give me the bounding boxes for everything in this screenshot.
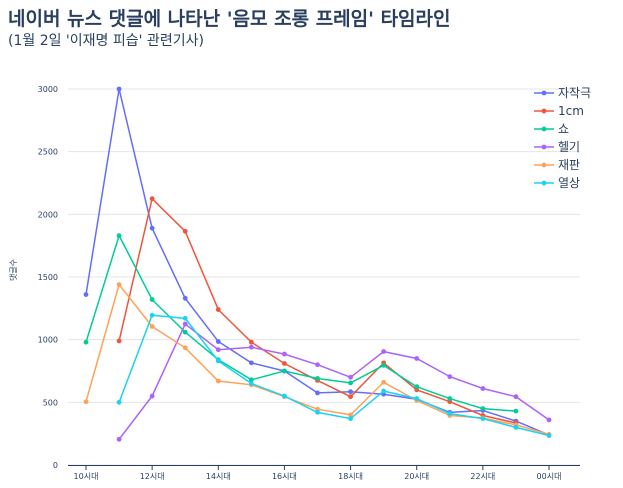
data-point: [149, 393, 155, 399]
data-point: [149, 324, 155, 329]
data-point: [513, 408, 519, 414]
y-tick-label: 3000: [38, 85, 58, 94]
data-point: [282, 361, 287, 366]
data-point: [182, 295, 188, 301]
data-point: [381, 379, 387, 385]
data-point: [215, 378, 221, 384]
legend-swatch-marker: [541, 108, 547, 114]
data-point: [513, 394, 519, 400]
chart-title: 네이버 뉴스 댓글에 나타난 '음모 조롱 프레임' 타임라인: [8, 8, 451, 30]
data-point: [83, 292, 89, 297]
series-line: [85, 88, 550, 436]
y-tick-label: 2500: [38, 148, 58, 157]
y-tick-label: 1000: [38, 336, 58, 345]
data-point: [546, 433, 552, 438]
data-point: [182, 345, 188, 351]
data-point: [447, 374, 453, 380]
legend-swatch-marker: [541, 162, 547, 168]
data-point: [381, 388, 387, 394]
data-point: [149, 196, 155, 202]
data-point: [215, 347, 221, 353]
data-point: [116, 282, 122, 287]
data-point: [149, 312, 155, 318]
x-tick-label: 10시대: [74, 472, 99, 481]
data-point: [248, 381, 254, 386]
data-point: [414, 356, 420, 361]
data-point: [116, 86, 122, 92]
data-point: [315, 376, 320, 381]
legend-label: 열상: [558, 176, 580, 190]
data-point: [116, 233, 122, 239]
series-line: [85, 233, 516, 412]
data-point: [182, 228, 188, 234]
data-point: [348, 416, 353, 422]
legend-label: 1cm: [558, 104, 584, 118]
y-tick-label: 2000: [38, 210, 58, 219]
y-tick-label: 0: [53, 461, 58, 470]
data-point: [248, 344, 254, 350]
x-tick-label: 14시대: [206, 472, 231, 481]
data-point: [182, 329, 188, 335]
legend-label: 자작극: [558, 86, 591, 100]
legend-label: 헬기: [558, 140, 580, 154]
x-tick-label: 22시대: [470, 472, 495, 481]
data-point: [315, 409, 320, 415]
data-point: [248, 360, 254, 366]
x-tick-label: 20시대: [404, 472, 429, 481]
data-point: [348, 380, 353, 386]
x-tick-label: 18시대: [338, 472, 363, 481]
legend-swatch-marker: [541, 126, 547, 132]
data-point: [546, 417, 552, 423]
data-point: [182, 321, 188, 327]
data-point: [149, 297, 155, 302]
legend-swatch-marker: [541, 90, 547, 96]
y-tick-label: 1500: [38, 273, 58, 282]
data-point: [414, 396, 420, 401]
data-point: [513, 425, 519, 430]
data-point: [282, 393, 287, 399]
data-point: [248, 377, 254, 383]
data-point: [116, 399, 122, 405]
data-point: [381, 349, 387, 354]
data-point: [348, 412, 353, 418]
series-line: [118, 314, 550, 437]
legend-swatch-marker: [541, 144, 547, 150]
data-point: [248, 339, 254, 345]
data-point: [282, 351, 287, 357]
data-point: [348, 374, 353, 380]
data-point: [215, 358, 221, 364]
x-tick-label: 16시대: [272, 472, 297, 481]
legend-label: 재판: [558, 158, 580, 172]
data-point: [348, 394, 353, 400]
x-tick-label: 00시대: [537, 472, 562, 481]
data-point: [315, 390, 320, 396]
x-tick-label: 12시대: [140, 472, 165, 481]
legend-label: 쇼: [558, 122, 569, 136]
y-axis-title: 댓글수: [8, 259, 18, 281]
data-point: [480, 406, 486, 411]
data-point: [480, 386, 486, 391]
data-point: [282, 368, 287, 374]
data-point: [480, 416, 486, 422]
data-point: [447, 396, 453, 401]
data-point: [215, 307, 221, 312]
data-point: [414, 384, 420, 390]
y-tick-label: 500: [43, 398, 58, 407]
data-point: [447, 411, 453, 417]
data-point: [381, 362, 387, 368]
series-line: [118, 322, 550, 440]
data-point: [348, 389, 353, 395]
data-point: [182, 315, 188, 321]
legend-swatch-marker: [541, 180, 547, 186]
chart-subtitle: (1월 2일 '이재명 피습' 관련기사): [8, 33, 204, 49]
data-point: [83, 339, 89, 345]
data-point: [315, 362, 320, 368]
data-point: [149, 225, 155, 231]
data-point: [116, 436, 122, 442]
data-point: [83, 399, 89, 405]
data-point: [116, 338, 122, 344]
data-point: [215, 339, 221, 344]
series-line: [118, 197, 517, 424]
